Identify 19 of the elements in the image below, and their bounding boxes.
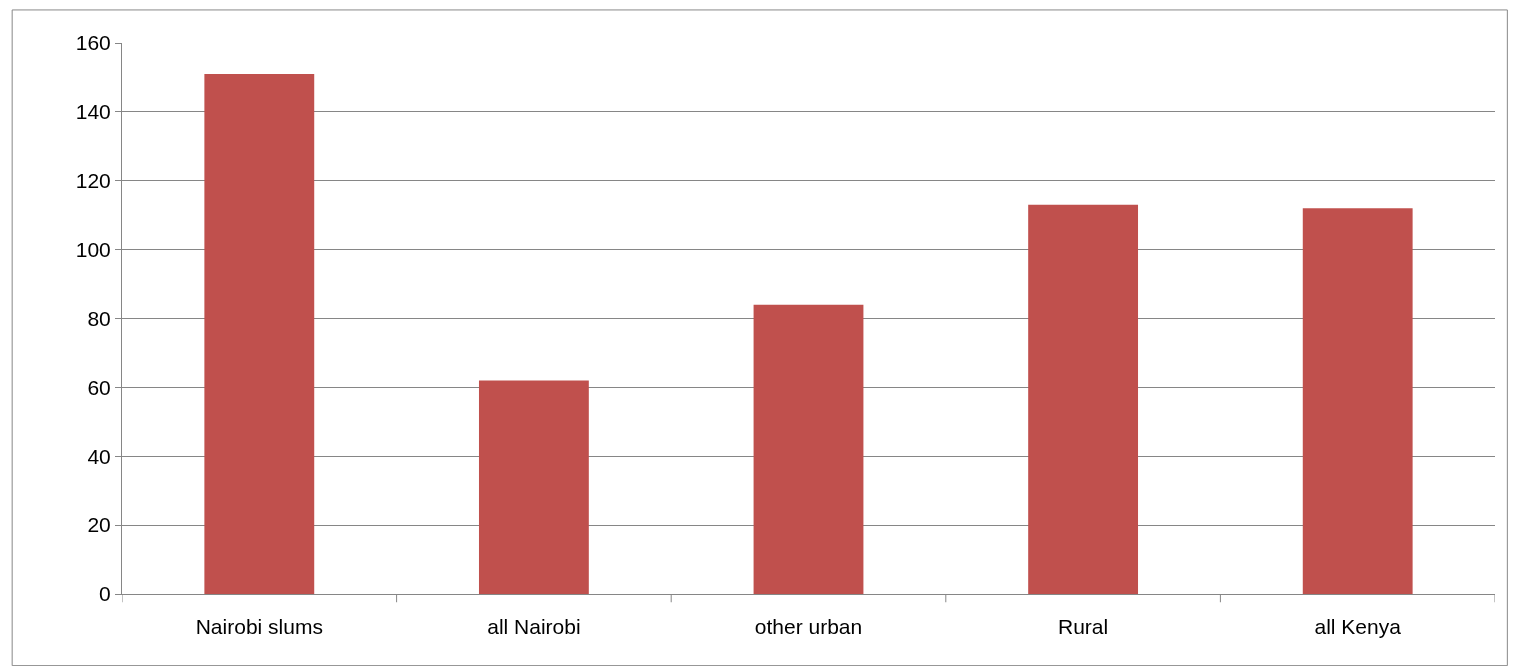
x-tick-label: all Kenya <box>1314 615 1402 639</box>
y-tick-label: 120 <box>75 169 111 193</box>
bar <box>1302 208 1413 594</box>
y-tick-label: 0 <box>99 582 111 606</box>
y-tick-label: 140 <box>75 100 111 124</box>
y-tick-label: 60 <box>87 375 111 399</box>
bar <box>1028 204 1139 594</box>
y-tick-label: 160 <box>75 31 111 55</box>
y-tick-label: 100 <box>75 237 111 261</box>
bar <box>478 380 589 594</box>
x-tick-label: Rural <box>1058 615 1109 639</box>
x-tick-label: other urban <box>754 615 863 639</box>
x-tick-label: all Nairobi <box>487 615 581 639</box>
bar <box>753 304 864 594</box>
y-tick-label: 20 <box>87 513 111 537</box>
y-tick-label: 40 <box>87 444 111 468</box>
x-tick-label: Nairobi slums <box>195 615 323 639</box>
bar <box>204 73 315 594</box>
y-tick-label: 80 <box>87 306 111 330</box>
